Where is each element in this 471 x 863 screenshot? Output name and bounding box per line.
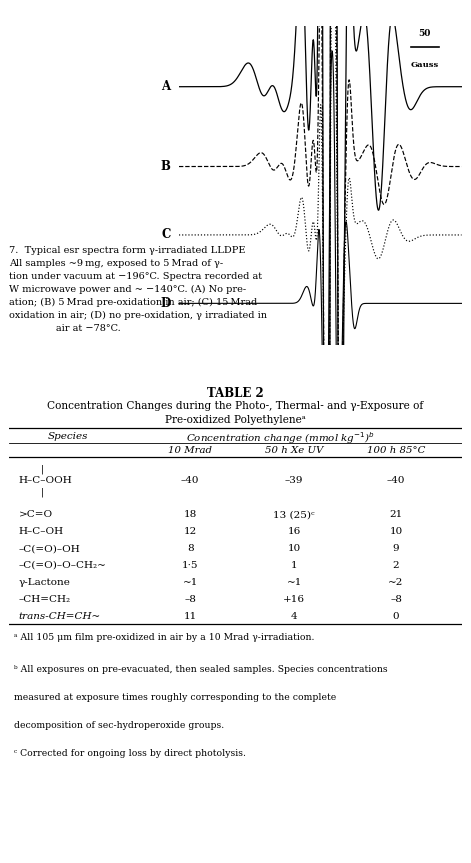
Text: –C(=O)–O–CH₂~: –C(=O)–O–CH₂~ — [18, 561, 106, 570]
Text: H–C–OH: H–C–OH — [18, 527, 64, 536]
Text: H–C–OOH: H–C–OOH — [18, 476, 72, 485]
Text: 11: 11 — [184, 612, 197, 620]
Text: –8: –8 — [184, 595, 196, 604]
Text: Pre-oxidized Polyethyleneᵃ: Pre-oxidized Polyethyleneᵃ — [165, 415, 306, 425]
Text: |: | — [41, 487, 44, 496]
Text: 7.  Typical esr spectra form γ-irradiated LLDPE
All samples ~9 mg, exposed to 5 : 7. Typical esr spectra form γ-irradiated… — [9, 246, 268, 332]
Text: –8: –8 — [390, 595, 402, 604]
Text: –39: –39 — [285, 476, 303, 485]
Text: ᶜ Corrected for ongoing loss by direct photolysis.: ᶜ Corrected for ongoing loss by direct p… — [14, 749, 246, 758]
Text: –40: –40 — [387, 476, 405, 485]
Text: Concentration change (mmol kg$^{-1}$)$^{b}$: Concentration change (mmol kg$^{-1}$)$^{… — [187, 431, 375, 446]
Text: 8: 8 — [187, 544, 194, 553]
Text: 10: 10 — [390, 527, 403, 536]
Text: measured at exposure times roughly corresponding to the complete: measured at exposure times roughly corre… — [14, 693, 336, 702]
Text: ~1: ~1 — [183, 578, 198, 587]
Text: C: C — [161, 229, 171, 242]
Text: ~1: ~1 — [286, 578, 302, 587]
Text: decomposition of sec-hydroperoxide groups.: decomposition of sec-hydroperoxide group… — [14, 721, 224, 730]
Text: |: | — [41, 464, 44, 474]
Text: ᵇ All exposures on pre-evacuated, then sealed samples. Species concentrations: ᵇ All exposures on pre-evacuated, then s… — [14, 665, 388, 674]
Text: –C(=O)–OH: –C(=O)–OH — [18, 544, 80, 553]
Text: 10: 10 — [288, 544, 301, 553]
Text: Gauss: Gauss — [411, 61, 439, 69]
Text: +16: +16 — [283, 595, 305, 604]
Text: TABLE 2: TABLE 2 — [207, 387, 264, 400]
Text: B: B — [161, 160, 171, 173]
Text: ᵃ All 105 μm film pre-oxidized in air by a 10 Mrad γ-irradiation.: ᵃ All 105 μm film pre-oxidized in air by… — [14, 633, 315, 642]
Text: D: D — [160, 297, 171, 310]
Text: 100 h 85°C: 100 h 85°C — [367, 446, 425, 456]
Text: ~2: ~2 — [388, 578, 404, 587]
Text: A: A — [162, 80, 171, 93]
Text: 1: 1 — [291, 561, 298, 570]
Text: 12: 12 — [184, 527, 197, 536]
Text: 16: 16 — [288, 527, 301, 536]
Text: –CH=CH₂: –CH=CH₂ — [18, 595, 71, 604]
Text: 0: 0 — [393, 612, 399, 620]
Text: 10 Mrad: 10 Mrad — [168, 446, 212, 456]
Text: 50: 50 — [419, 29, 431, 38]
Text: 13 (25)ᶜ: 13 (25)ᶜ — [274, 510, 315, 520]
Text: γ-Lactone: γ-Lactone — [18, 578, 70, 587]
Text: 4: 4 — [291, 612, 298, 620]
Text: 21: 21 — [390, 510, 403, 520]
Text: 1·5: 1·5 — [182, 561, 199, 570]
Text: 2: 2 — [393, 561, 399, 570]
Text: Species: Species — [48, 432, 89, 441]
Text: 18: 18 — [184, 510, 197, 520]
Text: 50 h Xe UV: 50 h Xe UV — [265, 446, 324, 456]
Text: trans-CH=CH~: trans-CH=CH~ — [18, 612, 101, 620]
Text: 9: 9 — [393, 544, 399, 553]
Text: >C=O: >C=O — [18, 510, 53, 520]
Text: –40: –40 — [181, 476, 200, 485]
Text: Concentration Changes during the Photo-, Thermal- and γ-Exposure of: Concentration Changes during the Photo-,… — [48, 401, 423, 412]
